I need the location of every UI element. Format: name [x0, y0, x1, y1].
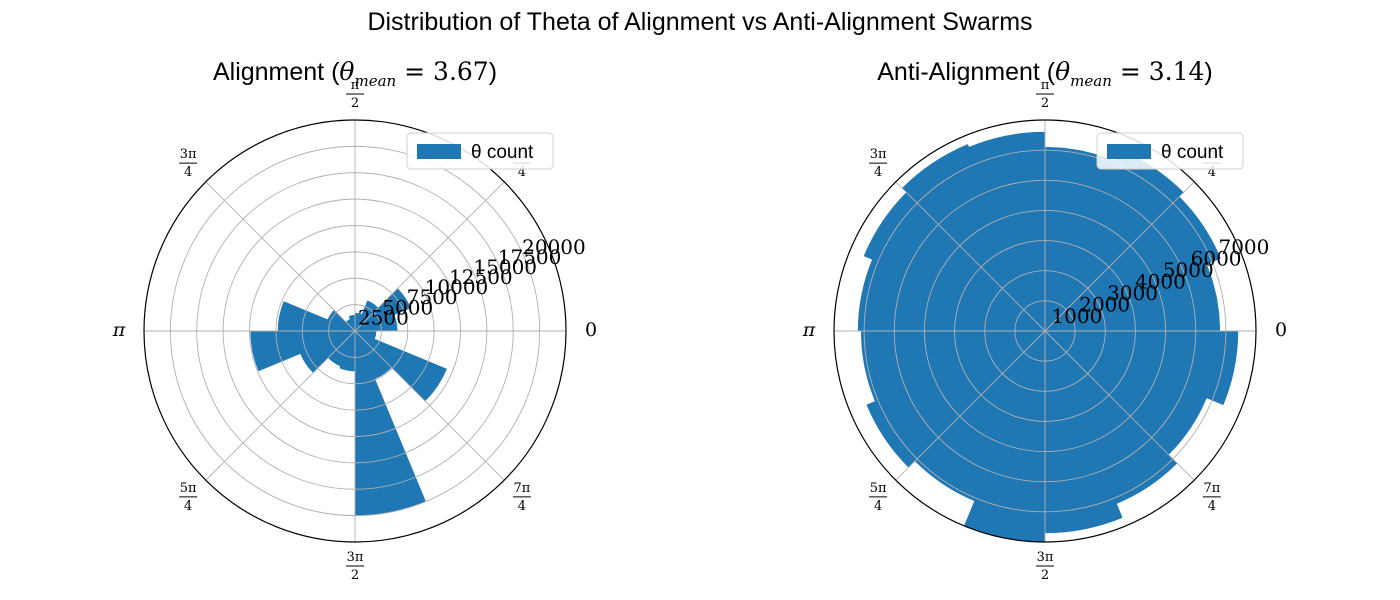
- grid-spoke: [1044, 330, 1195, 481]
- grid-spoke: [205, 330, 356, 481]
- theta-tick-label: π2: [346, 78, 364, 111]
- r-tick-label: 12500: [449, 265, 513, 289]
- left-plot-title: Alignment (θmean = 3.67): [213, 56, 497, 97]
- theta-tick-denominator: 4: [518, 165, 526, 180]
- legend-box: [1096, 132, 1244, 170]
- theta-tick-label: 7π4: [512, 481, 531, 514]
- theta-tick-label: 3π2: [1036, 550, 1054, 583]
- right-title-prefix: Anti-Alignment (: [877, 58, 1056, 86]
- legend: θ count: [1096, 132, 1244, 170]
- grid-spoke: [205, 181, 356, 332]
- theta-tick-denominator: 2: [351, 568, 359, 583]
- r-tick-label: 5000: [382, 295, 433, 319]
- theta-tick-denominator: 4: [874, 499, 882, 514]
- grid: [834, 120, 1256, 542]
- polar-frame: [833, 119, 1257, 543]
- theta-tick-denominator: 2: [1041, 96, 1049, 111]
- theta-tick-numerator: 3π: [1037, 550, 1054, 565]
- theta-tick-numerator: 5π: [870, 481, 887, 496]
- right-title-eq: = 3.14: [1111, 57, 1205, 86]
- left-title-suffix: ): [488, 58, 498, 86]
- legend-box: [406, 132, 554, 170]
- legend-label: θ count: [471, 142, 534, 163]
- theta-tick-label: 3π4: [869, 147, 888, 180]
- theta-tick-label: 3π4: [179, 147, 198, 180]
- right-title-suffix: ): [1204, 58, 1213, 86]
- r-tick-label: 17500: [498, 245, 562, 269]
- theta-tick-label: π2: [1036, 78, 1054, 111]
- r-tick-label: 7500: [407, 285, 458, 309]
- figure-title: Distribution of Theta of Alignment vs An…: [367, 8, 1033, 36]
- theta-tick-denominator: 4: [1208, 499, 1216, 514]
- theta-tick-numerator: 5π: [180, 481, 197, 496]
- theta-tick-denominator: 4: [1208, 165, 1216, 180]
- theta-tick-denominator: 4: [518, 499, 526, 514]
- theta-tick-numerator: 7π: [1203, 481, 1220, 496]
- r-tick-label: 7000: [1218, 235, 1269, 259]
- theta-tick-numerator: 3π: [180, 147, 197, 162]
- grid-spoke: [895, 181, 1046, 332]
- theta-tick-numerator: 7π: [513, 481, 530, 496]
- theta-tick-numerator: 3π: [870, 147, 887, 162]
- right-plot-title: Anti-Alignment (θmean = 3.14): [877, 56, 1212, 97]
- theta-tick-denominator: 4: [184, 499, 192, 514]
- right-title-subscript: mean: [1070, 72, 1112, 90]
- theta-tick-numerator: 3π: [347, 550, 364, 565]
- r-tick-label: 6000: [1191, 246, 1242, 270]
- r-tick-label: 4000: [1135, 269, 1186, 293]
- theta-tick-label: π: [112, 319, 126, 341]
- grid-spoke: [354, 181, 505, 332]
- theta-tick-denominator: 2: [1041, 568, 1049, 583]
- theta-tick-label: 0: [1275, 319, 1287, 341]
- left-title-prefix: Alignment (: [212, 58, 340, 86]
- theta-tick-denominator: 2: [351, 96, 359, 111]
- r-tick-label: 3000: [1107, 281, 1158, 305]
- theta-tick-denominator: 4: [184, 165, 192, 180]
- r-tick-label: 2500: [358, 305, 409, 329]
- theta-tick-label: 7π4: [1202, 481, 1221, 514]
- r-tick-label: 2000: [1079, 292, 1130, 316]
- theta-tick-denominator: 4: [874, 165, 882, 180]
- legend-swatch: [417, 144, 461, 159]
- legend: θ count: [406, 132, 554, 170]
- theta-tick-numerator: π: [1041, 78, 1050, 93]
- r-tick-label: 1000: [1051, 304, 1102, 328]
- theta-tick-label: 5π4: [179, 481, 198, 514]
- polar-axes-anti-alignment: 10002000300040005000600070000π4π23π4π5π4…: [802, 78, 1287, 583]
- r-tick-label: 20000: [522, 235, 586, 259]
- theta-tick-numerator: π: [351, 78, 360, 93]
- right-title-symbol: θ: [1055, 57, 1071, 86]
- theta-tick-label: 0: [585, 319, 597, 341]
- left-title-symbol: θ: [339, 57, 355, 86]
- grid-spoke: [354, 330, 505, 481]
- polar-frame: [143, 119, 567, 543]
- r-tick-label: 10000: [425, 275, 489, 299]
- grid-spoke: [895, 330, 1046, 481]
- theta-tick-label: 3π2: [346, 550, 364, 583]
- r-tick-label: 5000: [1163, 258, 1214, 282]
- grid-spoke: [1044, 181, 1195, 332]
- theta-tick-label: π: [802, 319, 816, 341]
- bars: [857, 131, 1239, 543]
- legend-label: θ count: [1161, 142, 1224, 163]
- theta-tick-label: 5π4: [869, 481, 888, 514]
- left-title-eq: = 3.67: [396, 57, 489, 86]
- legend-swatch: [1107, 144, 1151, 159]
- grid: [144, 120, 566, 542]
- r-tick-label: 15000: [473, 255, 537, 279]
- left-title-subscript: mean: [354, 72, 397, 90]
